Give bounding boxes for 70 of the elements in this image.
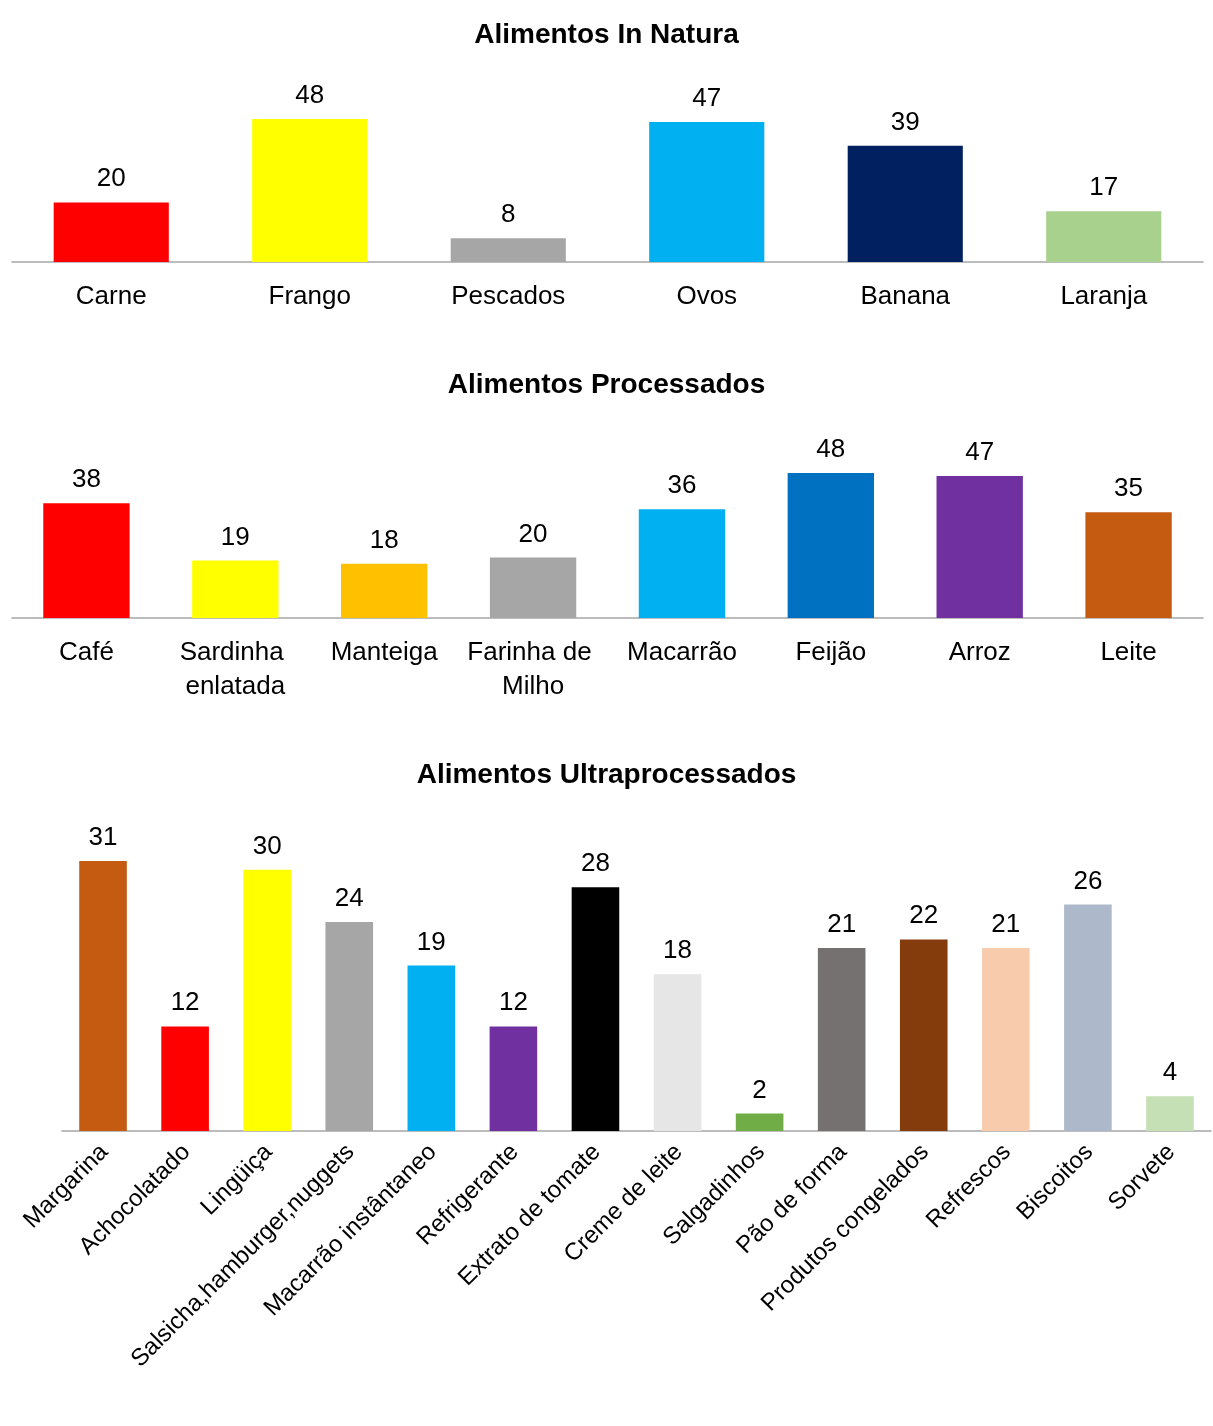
data-label: 24 — [334, 881, 364, 912]
x-tick-label: Pescados — [451, 280, 566, 310]
x-tick-label: Macarrão — [627, 636, 737, 666]
bar — [847, 145, 963, 262]
data-label: 36 — [667, 469, 697, 500]
data-label: 19 — [220, 520, 250, 551]
chart-title: Alimentos Ultraprocessados — [416, 757, 797, 789]
bar — [787, 473, 874, 618]
data-label: 20 — [96, 162, 126, 193]
bar — [79, 861, 127, 1131]
bar — [1146, 1096, 1194, 1131]
bar — [982, 948, 1030, 1131]
x-tick-label: Banana — [860, 280, 951, 310]
data-label: 35 — [1114, 472, 1144, 503]
bar — [407, 965, 456, 1131]
x-tick-label: Feijão — [795, 636, 867, 666]
data-label: 4 — [1162, 1056, 1178, 1087]
bar — [653, 974, 702, 1131]
data-label: 17 — [1089, 171, 1119, 202]
data-label: 18 — [663, 934, 692, 965]
data-label: 8 — [501, 198, 516, 229]
bar — [638, 509, 726, 618]
data-label: 2 — [752, 1073, 767, 1104]
chart-title: Alimentos In Natura — [474, 17, 740, 49]
data-label: 39 — [890, 105, 920, 136]
x-tick-label: Farinha de Milho — [467, 636, 599, 700]
chart-title: Alimentos Processados — [447, 367, 766, 399]
bar — [571, 887, 620, 1131]
x-tick-label: Café — [58, 636, 114, 666]
x-tick-label: Arroz — [948, 636, 1011, 666]
data-label: 19 — [416, 925, 446, 956]
data-label: 47 — [692, 81, 722, 112]
x-tick-label: Frango — [268, 280, 351, 310]
bar — [649, 121, 765, 262]
bar — [43, 503, 130, 618]
bar — [53, 202, 169, 262]
data-label: 48 — [295, 79, 325, 109]
data-label: 28 — [581, 847, 610, 878]
data-label: 22 — [909, 899, 939, 930]
data-label: 26 — [1073, 864, 1103, 895]
bar — [192, 560, 279, 618]
bar — [1085, 512, 1172, 618]
data-label: 12 — [170, 986, 200, 1017]
data-label: 21 — [827, 908, 857, 939]
data-label: 31 — [88, 821, 118, 851]
bar — [252, 119, 368, 262]
data-label: 47 — [965, 436, 995, 467]
data-label: 38 — [71, 463, 101, 494]
x-tick-label: Ovos — [676, 280, 738, 310]
bar — [817, 948, 866, 1131]
x-tick-label: Sardinha enlatada — [179, 636, 291, 700]
bar — [1064, 904, 1112, 1131]
bar — [899, 939, 948, 1131]
bar — [341, 563, 428, 618]
bar — [936, 476, 1023, 618]
bar — [735, 1113, 784, 1131]
data-label: 21 — [991, 908, 1021, 939]
bar — [1046, 211, 1162, 262]
data-label: 20 — [518, 517, 548, 548]
data-label: 12 — [498, 986, 528, 1017]
data-label: 48 — [816, 433, 846, 463]
x-tick-label: Laranja — [1060, 280, 1148, 310]
x-tick-label: Leite — [1100, 636, 1157, 666]
bar — [243, 869, 291, 1131]
bar — [161, 1026, 209, 1131]
x-tick-label: Manteiga — [330, 636, 439, 666]
bar — [489, 1026, 538, 1131]
x-tick-label: Carne — [75, 280, 147, 310]
data-label: 18 — [369, 523, 399, 554]
data-label: 30 — [252, 829, 282, 860]
